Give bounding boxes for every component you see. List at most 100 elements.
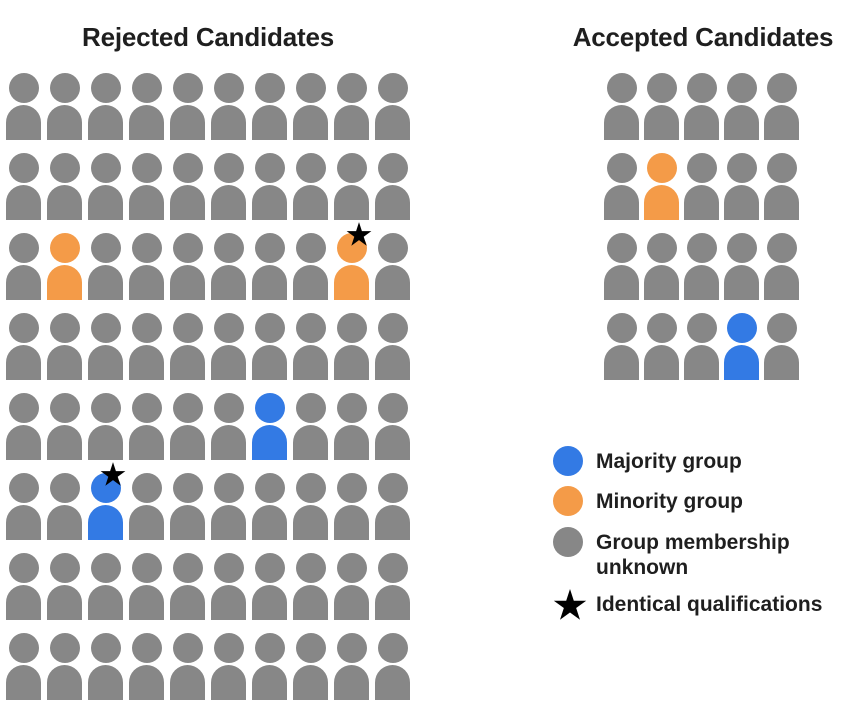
star-icon [346, 222, 372, 246]
person-body [6, 425, 41, 460]
person-body [6, 105, 41, 140]
person-body [604, 185, 639, 220]
person-body [644, 105, 679, 140]
person-body [334, 505, 369, 540]
person-unknown [334, 393, 369, 460]
person-body [644, 185, 679, 220]
person-unknown [6, 233, 41, 300]
person-body [88, 265, 123, 300]
person-unknown [724, 153, 759, 220]
person-unknown [252, 233, 287, 300]
person-head [90, 553, 121, 583]
person-body [375, 105, 410, 140]
person-body [170, 665, 205, 700]
person-unknown [293, 633, 328, 700]
person-head [254, 233, 285, 263]
person-body [604, 345, 639, 380]
person-body [644, 265, 679, 300]
person-head [213, 393, 244, 423]
person-head [90, 633, 121, 663]
person-majority [724, 313, 759, 380]
person-unknown [88, 233, 123, 300]
person-head [172, 233, 203, 263]
person-unknown [88, 633, 123, 700]
person-body [129, 425, 164, 460]
person-unknown [6, 473, 41, 540]
person-unknown [129, 633, 164, 700]
person-unknown [129, 233, 164, 300]
person-body [129, 345, 164, 380]
person-body [211, 105, 246, 140]
person-head [377, 473, 408, 503]
person-body [211, 665, 246, 700]
person-head [646, 313, 677, 343]
person-body [375, 265, 410, 300]
person-head [131, 313, 162, 343]
person-body [724, 185, 759, 220]
person-body [252, 345, 287, 380]
person-unknown [724, 233, 759, 300]
legend-item-identical-qualifications: Identical qualifications [553, 589, 822, 620]
person-body [252, 265, 287, 300]
person-body [252, 505, 287, 540]
person-head [646, 73, 677, 103]
person-head [8, 473, 39, 503]
person-unknown [293, 233, 328, 300]
person-unknown [684, 73, 719, 140]
person-unknown [293, 473, 328, 540]
person-head [8, 393, 39, 423]
person-head [377, 233, 408, 263]
person-unknown [604, 153, 639, 220]
person-body [129, 665, 164, 700]
person-unknown [604, 73, 639, 140]
person-body [88, 665, 123, 700]
person-head [646, 153, 677, 183]
person-unknown [88, 313, 123, 380]
person-head [172, 393, 203, 423]
person-unknown [644, 233, 679, 300]
person-unknown [6, 393, 41, 460]
person-body [170, 345, 205, 380]
person-body [47, 585, 82, 620]
person-head [131, 233, 162, 263]
person-unknown [170, 393, 205, 460]
person-unknown [88, 393, 123, 460]
person-majority-starred [88, 462, 126, 540]
person-head [49, 553, 80, 583]
person-head [295, 393, 326, 423]
person-head [295, 153, 326, 183]
person-body [334, 665, 369, 700]
person-head [213, 633, 244, 663]
person-unknown [211, 233, 246, 300]
person-body [129, 185, 164, 220]
person-majority [252, 393, 287, 460]
person-body [334, 185, 369, 220]
person-body [375, 665, 410, 700]
person-unknown [129, 473, 164, 540]
person-minority [644, 153, 679, 220]
person-body [88, 505, 123, 540]
person-head [213, 153, 244, 183]
person-body [293, 265, 328, 300]
person-body [252, 105, 287, 140]
person-unknown [170, 633, 205, 700]
person-unknown [211, 553, 246, 620]
person-head [49, 393, 80, 423]
person-head [8, 313, 39, 343]
person-unknown [684, 153, 719, 220]
candidate-row [6, 393, 410, 460]
person-head [726, 313, 757, 343]
star-icon [553, 589, 587, 620]
person-unknown [334, 633, 369, 700]
person-minority-starred [334, 222, 372, 300]
person-body [88, 425, 123, 460]
person-head [131, 473, 162, 503]
person-body [6, 185, 41, 220]
accepted-candidates-grid [604, 73, 799, 380]
person-body [6, 585, 41, 620]
person-unknown [375, 473, 410, 540]
person-head [766, 233, 797, 263]
person-head [606, 153, 637, 183]
person-body [293, 505, 328, 540]
